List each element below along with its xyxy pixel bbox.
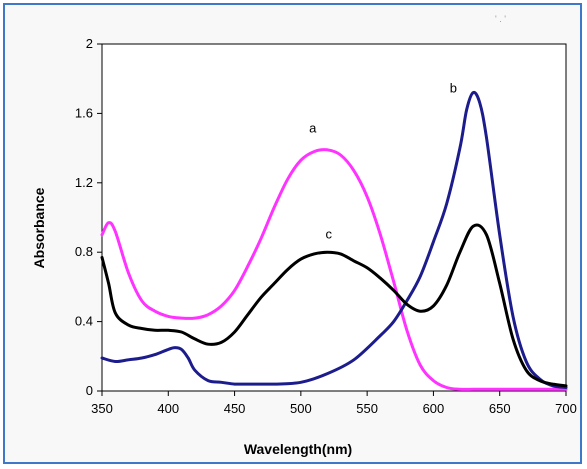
header-marks: ' . ' bbox=[495, 14, 506, 24]
x-tick-label: 550 bbox=[356, 401, 378, 416]
y-tick-label: 2 bbox=[86, 36, 93, 51]
series-lines bbox=[100, 90, 568, 391]
series-label-c: c bbox=[325, 226, 332, 241]
y-tick-label: 1.6 bbox=[75, 105, 93, 120]
x-tick-label: 650 bbox=[489, 401, 511, 416]
x-axis: 350 400 450 500 550 600 650 700 bbox=[91, 391, 577, 416]
series-line-b bbox=[100, 90, 568, 389]
series-labels: a b c bbox=[309, 81, 457, 242]
y-axis: 0 0.4 0.8 1.2 1.6 2 bbox=[75, 36, 102, 398]
y-axis-title: Absorbance bbox=[31, 187, 47, 268]
y-tick-label: 0.4 bbox=[75, 314, 93, 329]
series-line-a bbox=[100, 148, 568, 391]
x-tick-label: 400 bbox=[157, 401, 179, 416]
series-label-a: a bbox=[309, 120, 317, 135]
series-label-b: b bbox=[450, 81, 457, 96]
plot-area bbox=[101, 43, 567, 392]
y-tick-label: 0 bbox=[86, 383, 93, 398]
x-tick-label: 450 bbox=[224, 401, 246, 416]
x-tick-label: 600 bbox=[423, 401, 445, 416]
y-tick-label: 0.8 bbox=[75, 244, 93, 259]
x-tick-label: 350 bbox=[91, 401, 113, 416]
y-tick-label: 1.2 bbox=[75, 175, 93, 190]
x-tick-label: 700 bbox=[555, 401, 577, 416]
x-axis-title: Wavelength(nm) bbox=[244, 441, 352, 457]
series-line-c bbox=[100, 223, 568, 388]
x-tick-label: 500 bbox=[290, 401, 312, 416]
